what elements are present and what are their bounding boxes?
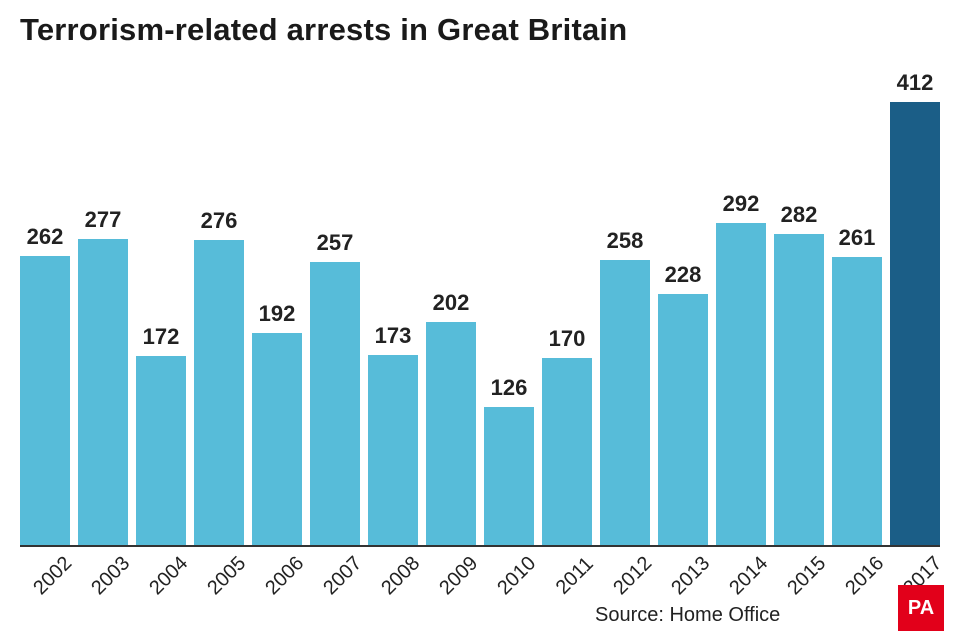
bar-value-label: 262: [27, 224, 64, 250]
chart-frame: { "chart": { "type": "bar", "title": "Te…: [0, 0, 960, 641]
bar-column: 228: [658, 70, 708, 546]
bar-value-label: 173: [375, 323, 412, 349]
bar-column: 126: [484, 70, 534, 546]
x-axis-baseline: [20, 545, 940, 547]
bar-column: 262: [20, 70, 70, 546]
bar: [774, 234, 824, 546]
bar-column: 202: [426, 70, 476, 546]
bar-value-label: 292: [723, 191, 760, 217]
bar: [716, 223, 766, 546]
bars-container: 262 277 172 276 192 257 173 202 126 170 258 228 292 2…: [20, 70, 940, 546]
bar-column: 173: [368, 70, 418, 546]
bar-column: 276: [194, 70, 244, 546]
bar-column: 282: [774, 70, 824, 546]
bar: [78, 239, 128, 546]
source-text: Source: Home Office: [595, 604, 780, 627]
bar-value-label: 202: [433, 290, 470, 316]
chart-title: Terrorism-related arrests in Great Brita…: [20, 12, 627, 48]
bar-value-label: 192: [259, 301, 296, 327]
plot-area: 262 277 172 276 192 257 173 202 126 170 258 228 292 2…: [20, 70, 940, 546]
bar: [832, 257, 882, 546]
bar: [658, 294, 708, 546]
bar-value-label: 261: [839, 225, 876, 251]
bar: [600, 260, 650, 546]
bar-value-label: 257: [317, 230, 354, 256]
bar: [252, 333, 302, 546]
bar-column: 261: [832, 70, 882, 546]
bar: [194, 240, 244, 546]
bar-value-label: 282: [781, 202, 818, 228]
pa-badge-text: PA: [908, 597, 934, 620]
bar-column: 258: [600, 70, 650, 546]
bar-column: 192: [252, 70, 302, 546]
bar: [890, 102, 940, 546]
bar-value-label: 258: [607, 228, 644, 254]
bar-value-label: 126: [491, 375, 528, 401]
bar-column: 277: [78, 70, 128, 546]
bar: [426, 322, 476, 546]
bar: [136, 356, 186, 546]
bar-column: 412: [890, 70, 940, 546]
pa-badge: PA: [898, 585, 944, 631]
bar-value-label: 277: [85, 207, 122, 233]
bar-column: 292: [716, 70, 766, 546]
bar: [542, 358, 592, 546]
bar-column: 172: [136, 70, 186, 546]
bar: [368, 355, 418, 547]
bar: [484, 407, 534, 546]
x-axis-labels: 2002200320042005200620072008200920102011…: [20, 550, 940, 641]
bar-value-label: 228: [665, 262, 702, 288]
bar-value-label: 172: [143, 324, 180, 350]
bar: [20, 256, 70, 546]
bar-value-label: 276: [201, 208, 238, 234]
bar-column: 170: [542, 70, 592, 546]
bar-value-label: 412: [897, 70, 934, 96]
bar: [310, 262, 360, 546]
bar-value-label: 170: [549, 326, 586, 352]
bar-column: 257: [310, 70, 360, 546]
